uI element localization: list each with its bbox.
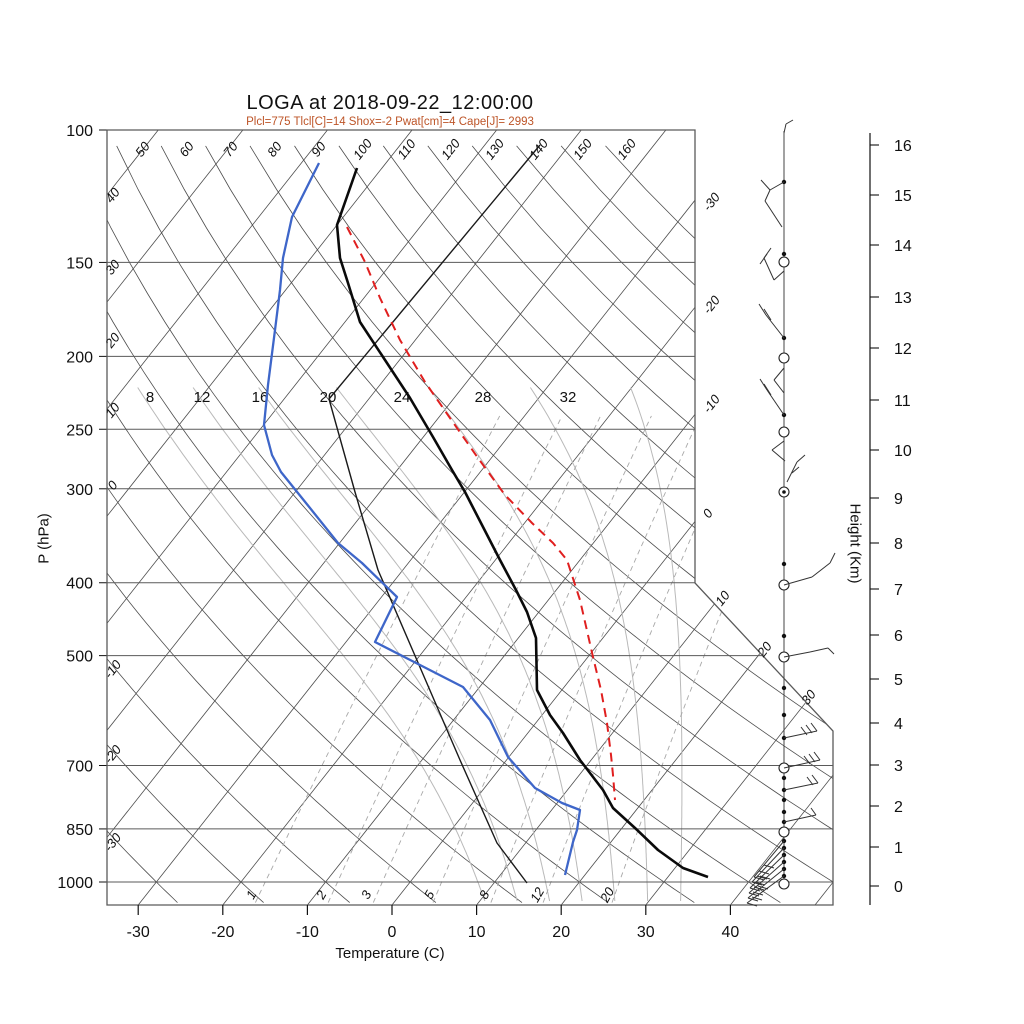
sounding-profiles: [262, 144, 709, 884]
height-tick-label: 9: [894, 491, 903, 508]
lattice-label: 40: [102, 184, 123, 205]
lattice-label: 12: [527, 884, 548, 905]
height-tick-label: 0: [894, 879, 903, 896]
lattice-label: 80: [264, 138, 285, 159]
moist-adiabat-label: 8: [146, 389, 154, 406]
temperature-tick-label: 30: [637, 924, 655, 941]
height-tick-label: 4: [894, 716, 903, 733]
lattice-label: 70: [220, 138, 241, 159]
standard-atmosphere-curve: [328, 144, 541, 884]
temperature-axis: -30 -20 -10 0 10 20 30 40: [127, 905, 740, 941]
lattice-label: -20: [700, 292, 724, 317]
height-tick-label: 8: [894, 536, 903, 553]
lattice-label: -10: [700, 391, 724, 416]
moist-adiabat-lines: [137, 387, 683, 902]
lattice-label: 0: [700, 505, 717, 521]
lattice-label: 2: [312, 887, 329, 902]
sounding-indices-subtitle: Plcl=775 Tlcl[C]=14 Shox=-2 Pwat[cm]=4 C…: [246, 116, 534, 128]
moist-adiabat-label: 12: [194, 389, 211, 406]
lattice-label: 50: [132, 138, 153, 159]
page-title: LOGA at 2018-09-22_12:00:00: [246, 92, 534, 114]
temperature-tick-label: 20: [552, 924, 570, 941]
lattice-label: 5: [421, 887, 438, 901]
height-tick-label: 3: [894, 758, 903, 775]
temperature-tick-label: 0: [388, 924, 397, 941]
temperature-tick-label: 40: [722, 924, 740, 941]
lattice-label: -30: [101, 830, 125, 855]
lattice-label: -30: [700, 189, 724, 214]
pressure-tick-label: 100: [66, 123, 93, 140]
pressure-tick-label: 400: [66, 576, 93, 593]
lattice-label: 60: [176, 138, 197, 159]
moist-adiabat-label: 20: [320, 389, 337, 406]
temperature-curve: [335, 167, 709, 879]
pressure-tick-label: 150: [66, 255, 93, 272]
height-tick-label: 1: [894, 840, 903, 857]
height-tick-label: 16: [894, 138, 912, 155]
lattice-label: -20: [101, 742, 125, 767]
temperature-tick-label: -30: [127, 924, 150, 941]
height-tick-label: 5: [894, 672, 903, 689]
wind-barb-column: [746, 119, 836, 907]
height-tick-label: 13: [894, 290, 912, 307]
moist-adiabat-label: 16: [252, 389, 269, 406]
dry-adiabat-lines: [107, 145, 833, 903]
lattice-label: 10: [102, 399, 123, 420]
lattice-label: 90: [308, 138, 329, 159]
lattice-label: 3: [358, 887, 375, 901]
temperature-tick-label: -10: [296, 924, 319, 941]
lattice-label: 30: [798, 686, 819, 707]
moist-adiabat-label: 32: [560, 389, 577, 406]
height-tick-label: 15: [894, 188, 912, 205]
moist-adiabat-label: 28: [475, 389, 492, 406]
pressure-tick-label: 200: [66, 349, 93, 366]
dewpoint-curve: [262, 162, 582, 876]
temperature-tick-label: 10: [468, 924, 486, 941]
height-tick-label: 14: [894, 238, 912, 255]
pressure-tick-label: 850: [66, 822, 93, 839]
lattice-label: 8: [476, 887, 493, 901]
pressure-tick-label: 500: [66, 649, 93, 666]
pressure-tick-label: 700: [66, 759, 93, 776]
height-tick-label: 7: [894, 582, 903, 599]
lattice-label: 20: [596, 884, 617, 906]
plot-border: [106, 129, 834, 906]
pressure-tick-label: 250: [66, 422, 93, 439]
lattice-label: 160: [614, 135, 640, 162]
height-tick-label: 10: [894, 443, 912, 460]
lattice-label: 1: [243, 888, 260, 902]
height-tick-label: 12: [894, 341, 912, 358]
height-tick-label: 6: [894, 628, 903, 645]
lattice-label: 130: [482, 135, 508, 162]
lattice-label: 110: [394, 136, 419, 162]
lattice-label: 20: [101, 329, 123, 351]
lattice-label: 30: [102, 256, 123, 277]
parcel-path-curve: [346, 226, 616, 801]
lattice-label: 120: [438, 135, 464, 162]
pressure-tick-label: 1000: [57, 875, 93, 892]
pressure-tick-label: 300: [66, 482, 93, 499]
height-tick-label: 11: [894, 393, 911, 410]
height-tick-label: 2: [894, 799, 903, 816]
lattice-label: 100: [350, 135, 376, 162]
temperature-tick-label: -20: [211, 924, 234, 941]
moist-adiabat-label: 24: [394, 389, 411, 406]
lattice-label: -10: [101, 657, 125, 682]
x-axis-title: Temperature (C): [335, 945, 445, 962]
